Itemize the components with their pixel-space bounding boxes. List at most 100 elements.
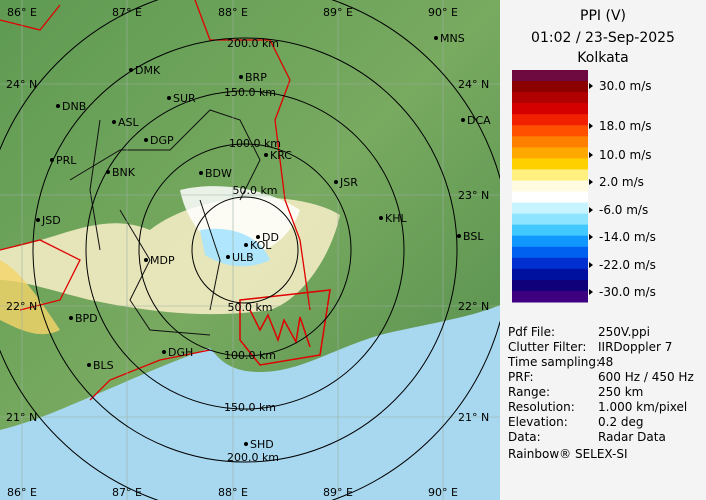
range-label: 200.0 km [227,37,279,50]
info-value: Radar Data [598,430,666,444]
city-marker [106,170,110,174]
legend-tick [589,83,593,89]
legend-swatch [512,213,588,226]
border [0,0,311,401]
lat-label: 23° N [458,189,489,202]
city-label: MDP [150,254,175,267]
lat-label: 21° N [6,411,37,424]
title-line: Kolkata [577,50,628,66]
legend-swatch [512,70,588,82]
legend-label: 18.0 m/s [599,119,652,133]
city-marker [36,218,40,222]
lon-label: 89° E [323,486,353,499]
city-marker [264,153,268,157]
city-label: DMK [135,64,161,77]
legend-tick [589,179,593,185]
info-key: Time sampling: [507,355,600,369]
lon-label: 89° E [323,6,353,19]
info-key: Range: [508,385,550,399]
city-label: BPD [75,312,98,325]
legend-tick [589,289,593,295]
radar-map: 86° E 86° E 87° E 87° E 88° E 88° E 89° E 89° E… [0,0,500,500]
lon-label: 88° E [218,6,248,19]
lat-label: 24° N [458,78,489,91]
city-marker [334,180,338,184]
legend-label: -22.0 m/s [599,258,656,272]
legend-swatch [512,114,588,126]
city-marker [50,158,54,162]
legend-swatch [512,290,588,303]
city-label: ULB [232,251,254,264]
legend-swatch [512,125,588,137]
legend-swatch [512,191,588,204]
city-marker [199,171,203,175]
district-boundary [69,109,261,336]
city-marker [56,104,60,108]
info-value: IIRDoppler 7 [598,340,672,354]
city-label: KOL [250,239,272,252]
city-label: DGP [150,134,174,147]
city-marker [256,235,260,239]
range-label: 50.0 km [227,301,272,314]
city-label: JSR [339,176,358,189]
info-key: Resolution: [508,400,575,414]
legend-label: -6.0 m/s [599,203,648,217]
city-marker [457,234,461,238]
city-label: DCA [467,114,491,127]
legend-tick [589,123,593,129]
legend-label: 10.0 m/s [599,148,652,162]
legend-label: -14.0 m/s [599,230,656,244]
legend-label: -30.0 m/s [599,285,656,299]
city-marker [226,255,230,259]
legend-swatch [512,103,588,115]
city-label: KRC [270,149,292,162]
info-value: 1.000 km/pixel [598,400,687,414]
legend-tick [589,234,593,240]
range-label: 150.0 km [224,401,276,414]
city-label: PRL [56,154,77,167]
lat-label: 21° N [458,411,489,424]
legend-tick [589,207,593,213]
title-line: 01:02 / 23-Sep-2025 [531,30,675,46]
city-label: BRP [245,71,267,84]
city-label: SHD [250,438,274,451]
echo-area [200,228,270,267]
city-marker [129,68,133,72]
lon-label: 90° E [428,6,458,19]
lon-label: 88° E [218,486,248,499]
city-marker [87,363,91,367]
city-marker [434,36,438,40]
legend-label: 30.0 m/s [599,79,652,93]
city-marker [167,96,171,100]
legend-swatch [512,257,588,270]
range-label: 50.0 km [232,184,277,197]
range-ring [32,37,458,463]
lon-label: 86° E [7,486,37,499]
info-value: 250 km [598,385,643,399]
city-label: ASL [118,116,140,129]
info-value: 600 Hz / 450 Hz [598,370,694,384]
lon-label: 87° E [112,486,142,499]
lat-label: 24° N [6,78,37,91]
range-label: 100.0 km [224,349,276,362]
city-label: DNB [62,100,86,113]
legend-swatch [512,279,588,292]
city-marker [162,350,166,354]
lat-label: 22° N [458,300,489,313]
range-label: 150.0 km [224,86,276,99]
legend-swatch [512,147,588,159]
range-label: 200.0 km [227,451,279,464]
legend-swatch [512,92,588,104]
sea [0,305,500,500]
lon-label: 87° E [112,6,142,19]
range-ring [85,90,405,410]
legend-swatch [512,224,588,237]
info-key: PRF: [508,370,534,384]
city-marker [379,216,383,220]
legend-swatch [512,268,588,281]
city-label: JSD [41,214,61,227]
echo-area [0,260,60,335]
city-marker [461,118,465,122]
city-label: BSL [463,230,484,243]
